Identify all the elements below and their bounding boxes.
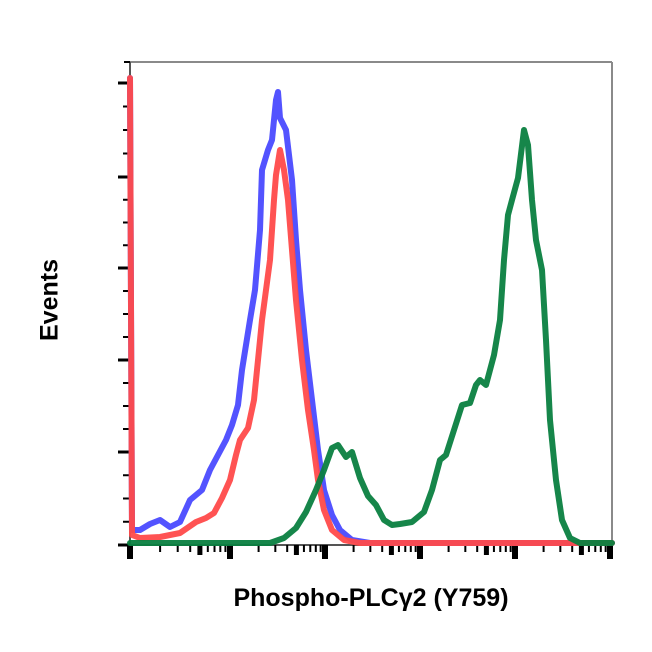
x-minor-tick xyxy=(314,545,317,552)
series-green xyxy=(127,127,615,546)
x-minor-tick xyxy=(578,545,584,555)
x-minor-tick xyxy=(509,545,512,552)
x-major-tick xyxy=(127,545,133,559)
x-minor-tick xyxy=(302,545,305,552)
x-minor-tick xyxy=(604,545,607,552)
x-minor-tick xyxy=(176,545,179,552)
x-minor-tick xyxy=(381,545,384,552)
x-minor-tick xyxy=(206,545,209,552)
x-minor-tick xyxy=(213,545,216,552)
plot-frame xyxy=(122,61,613,546)
x-minor-tick xyxy=(542,545,545,552)
x-minor-tick xyxy=(476,545,479,552)
x-minor-tick xyxy=(599,545,602,552)
x-minor-tick xyxy=(571,545,574,552)
x-minor-tick xyxy=(483,545,489,555)
x-major-tick xyxy=(227,545,233,559)
x-minor-tick xyxy=(257,545,260,552)
x-minor-tick xyxy=(159,545,162,552)
x-minor-tick xyxy=(219,545,222,552)
x-minor-tick xyxy=(504,545,507,552)
x-minor-tick xyxy=(492,545,495,552)
x-minor-tick xyxy=(587,545,590,552)
x-minor-tick xyxy=(224,545,227,552)
x-minor-tick xyxy=(397,545,400,552)
x-minor-tick xyxy=(293,545,299,555)
x-minor-tick xyxy=(309,545,312,552)
x-minor-tick xyxy=(594,545,597,552)
x-major-tick xyxy=(322,545,328,559)
x-minor-tick xyxy=(286,545,289,552)
x-minor-tick xyxy=(274,545,277,552)
histogram-series xyxy=(127,75,615,546)
x-minor-tick xyxy=(197,545,203,555)
x-minor-tick xyxy=(352,545,355,552)
x-minor-tick xyxy=(414,545,417,552)
x-minor-tick xyxy=(388,545,394,555)
x-minor-tick xyxy=(499,545,502,552)
x-minor-tick xyxy=(447,545,450,552)
x-minor-tick xyxy=(464,545,467,552)
series-blue xyxy=(127,75,615,546)
x-minor-tick xyxy=(319,545,322,552)
y-axis-label: Events xyxy=(35,259,64,341)
x-axis-ticks xyxy=(127,545,613,559)
x-major-tick xyxy=(512,545,518,559)
x-minor-tick xyxy=(409,545,412,552)
x-minor-tick xyxy=(559,545,562,552)
x-major-tick xyxy=(417,545,423,559)
series-red xyxy=(127,75,615,546)
x-axis-label: Phospho-PLCγ2 (Y759) xyxy=(233,584,509,612)
x-minor-tick xyxy=(189,545,192,552)
x-minor-tick xyxy=(404,545,407,552)
x-minor-tick xyxy=(369,545,372,552)
x-major-tick xyxy=(607,545,613,559)
